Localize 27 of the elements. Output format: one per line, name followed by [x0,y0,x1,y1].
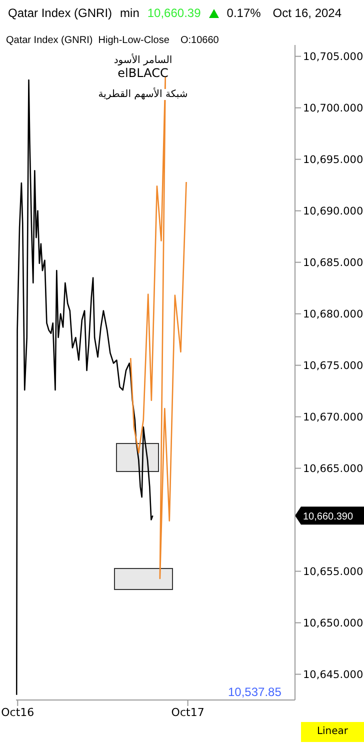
chart-subtitle: Qatar Index (GNRI) High-Low-Close O:10660 [6,35,219,46]
x-tick-label: Oct17 [171,706,204,719]
text: Oct 16, 2024 [272,6,342,20]
annotation: شبكة الأسهم القطرية [98,89,188,100]
y-tick-label: 10,690.000 [303,206,364,218]
y-tick-label: 10,700.000 [303,102,364,115]
annotation: السامر الأسود [114,55,172,66]
x-tick-label: Oct16 [1,706,34,719]
y-tick-label: 10,645.000 [303,668,364,681]
text: min [120,6,140,20]
y-tick-label: 10,680.000 [303,308,364,321]
annotation: elBLACC [118,66,168,80]
y-tick-label: 10,650.000 [303,617,364,630]
y-tick-label: 10,675.000 [303,360,364,372]
y-tick-label: 10,670.000 [303,412,364,424]
text: 10,660.390 [303,512,354,523]
y-tick-label: 10,655.000 [303,566,364,578]
text: 10,660.39 [147,6,201,20]
y-tick-label: 10,705.000 [303,51,364,64]
y-tick-label: 10,685.000 [303,257,364,270]
y-tick-label: 10,695.000 [303,154,364,166]
line-series [130,76,187,580]
y-tick-label: 10,665.000 [303,463,364,476]
chart-title: Qatar Index (GNRI) [8,6,112,20]
text: Linear [301,722,364,742]
annotation: 10,537.85 [228,685,282,699]
text: 0.17% [226,6,261,20]
